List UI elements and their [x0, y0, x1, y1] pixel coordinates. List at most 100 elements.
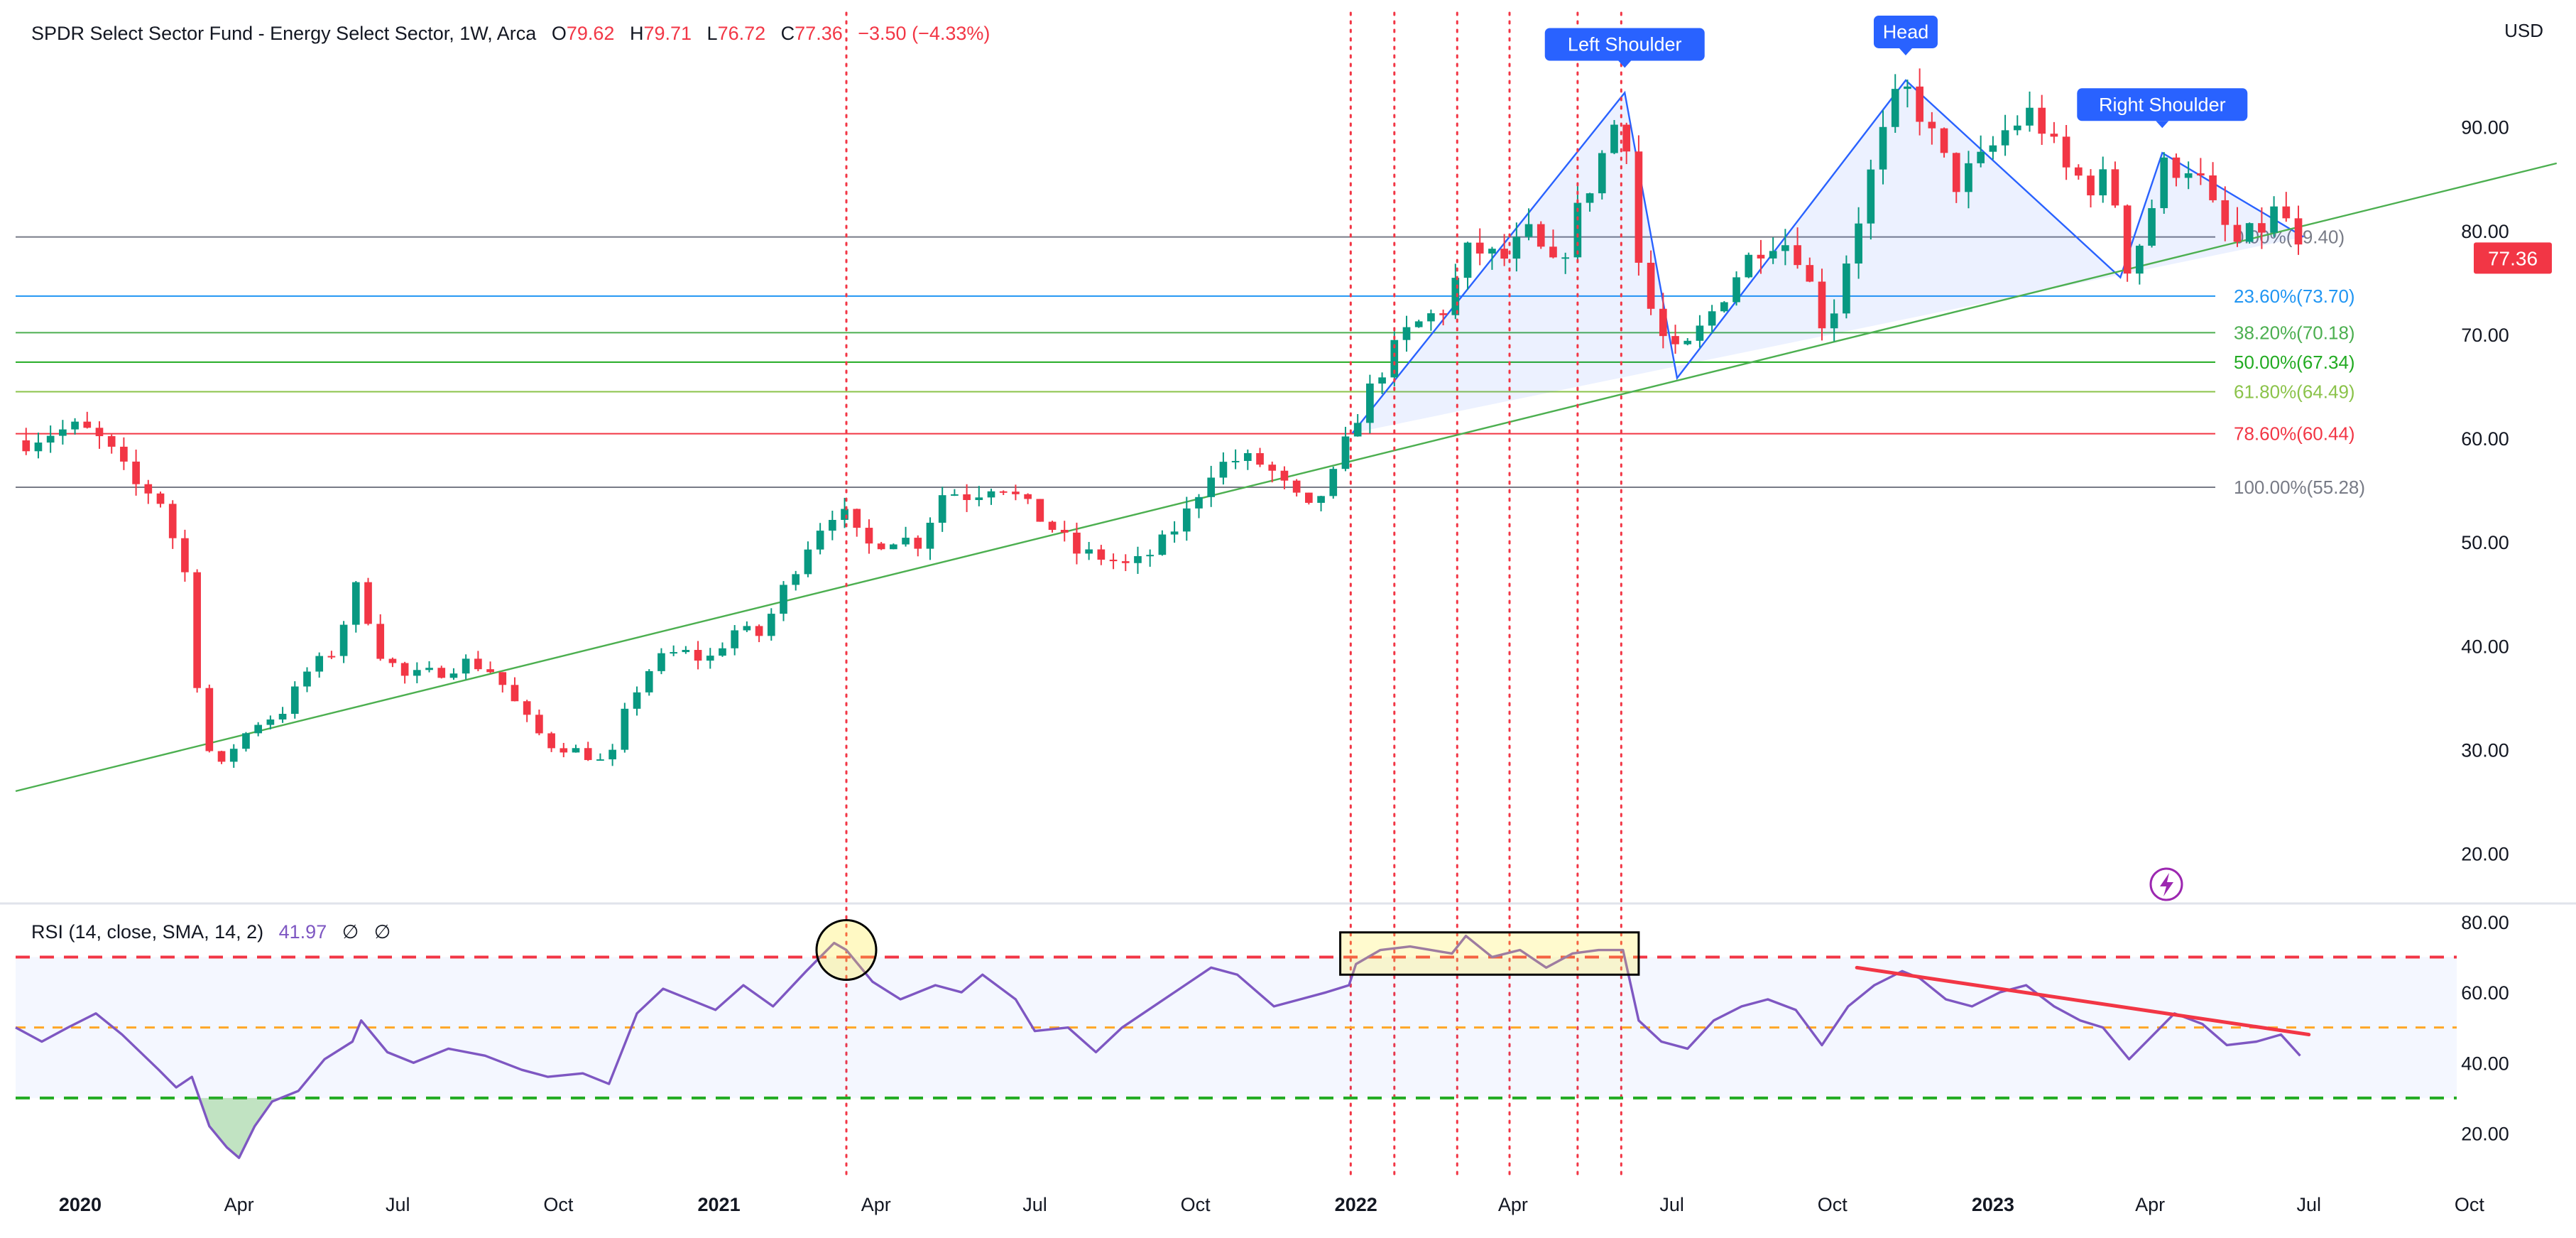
candle-body	[560, 748, 568, 753]
candle-body	[205, 688, 214, 751]
candle-body	[2282, 206, 2291, 219]
candle	[1414, 320, 1423, 328]
candle	[2123, 204, 2132, 282]
candle-body	[938, 495, 946, 523]
candle	[2038, 94, 2046, 146]
rsi-line	[15, 934, 2301, 1159]
time-tick-9: Apr	[1498, 1194, 1528, 1215]
candle-body	[2099, 169, 2107, 196]
candle	[2160, 152, 2168, 215]
time-tick-15: Oct	[2455, 1194, 2485, 1215]
candle-body	[2087, 175, 2095, 196]
candle-body	[1073, 532, 1081, 554]
candle	[339, 621, 348, 663]
candle	[376, 614, 385, 661]
rsi-value: 41.97	[278, 921, 327, 943]
candle	[1048, 521, 1057, 533]
low-value: 76.72	[717, 23, 766, 44]
candle	[2221, 186, 2230, 241]
candle	[1305, 492, 1313, 505]
candle-body	[486, 669, 494, 673]
candle-body	[1549, 246, 1557, 258]
rsi-tick-3: 80.00	[2461, 912, 2509, 933]
hs-pattern-outline	[1351, 79, 2305, 434]
pattern-label-pointer	[2156, 121, 2169, 129]
candle-body	[95, 428, 104, 437]
candle	[1989, 136, 1997, 160]
candle	[1085, 542, 1093, 560]
candle-body	[1146, 555, 1155, 557]
candle-body	[107, 436, 116, 447]
candle-body	[633, 692, 641, 709]
pattern-label-2: Right Shoulder	[2077, 88, 2248, 129]
price-tick-3: 50.00	[2461, 532, 2509, 553]
candle-body	[1305, 492, 1313, 503]
candle-body	[1977, 151, 1985, 163]
candle-body	[1989, 145, 1997, 152]
candle-body	[2074, 167, 2083, 176]
candle-body	[1598, 153, 1606, 194]
candle	[2026, 91, 2034, 132]
candle-body	[290, 686, 299, 715]
candle-body	[755, 626, 763, 636]
candle	[95, 421, 104, 449]
price-tick-4: 60.00	[2461, 428, 2509, 450]
candle-body	[1794, 245, 1801, 266]
candle	[645, 669, 653, 696]
price-tick-2: 40.00	[2461, 636, 2509, 657]
candle	[1500, 234, 1508, 266]
rsi-legend: RSI (14, close, SMA, 14, 2) 41.97 ∅ ∅	[31, 921, 391, 943]
candle	[132, 449, 140, 496]
candle-body	[890, 544, 897, 550]
rsi-extra-2: ∅	[373, 921, 391, 943]
pattern-label-pointer	[1618, 60, 1632, 68]
time-tick-8: 2022	[1335, 1194, 1377, 1215]
last-price-badge	[2474, 242, 2552, 274]
candle	[327, 651, 336, 659]
candle-body	[2258, 223, 2266, 233]
candle-body	[364, 582, 372, 624]
candle-body	[1671, 336, 1679, 344]
candle-body	[413, 670, 421, 676]
candle	[2087, 169, 2095, 208]
candle-body	[1060, 529, 1069, 533]
candle	[1867, 159, 1875, 240]
candle-body	[1537, 224, 1545, 247]
pattern-label-bg	[1544, 28, 1705, 61]
candle-body	[498, 672, 507, 685]
candle-body	[2172, 157, 2181, 178]
candle-body	[608, 749, 616, 760]
candle	[1720, 300, 1728, 313]
candle	[1451, 264, 1460, 320]
candle	[1537, 221, 1545, 249]
candle-body	[1268, 465, 1277, 471]
candle-body	[1121, 561, 1130, 563]
candle	[523, 700, 531, 722]
candle	[2099, 156, 2107, 203]
candles	[22, 68, 2303, 769]
candle	[2111, 161, 2119, 208]
candle	[1317, 495, 1325, 511]
candle	[890, 543, 897, 550]
candle-body	[792, 574, 800, 585]
candle	[1073, 522, 1081, 565]
candle	[1916, 68, 1923, 136]
candle	[2245, 222, 2254, 244]
candle-body	[1231, 460, 1240, 462]
candle	[719, 642, 726, 657]
candle	[1952, 152, 1960, 203]
candle-body	[1341, 436, 1350, 469]
candle-body	[1904, 86, 1911, 89]
candle	[841, 497, 848, 528]
candle-body	[83, 421, 92, 428]
lightning-icon-bolt	[2160, 873, 2173, 896]
candle-body	[780, 585, 787, 614]
candle	[1366, 374, 1374, 434]
candle	[547, 732, 555, 752]
candle-body	[120, 446, 128, 462]
candle	[1134, 546, 1142, 575]
time-tick-0: 2020	[59, 1194, 102, 1215]
candle	[1256, 447, 1264, 467]
candle-body	[670, 652, 677, 654]
candle	[120, 437, 128, 470]
